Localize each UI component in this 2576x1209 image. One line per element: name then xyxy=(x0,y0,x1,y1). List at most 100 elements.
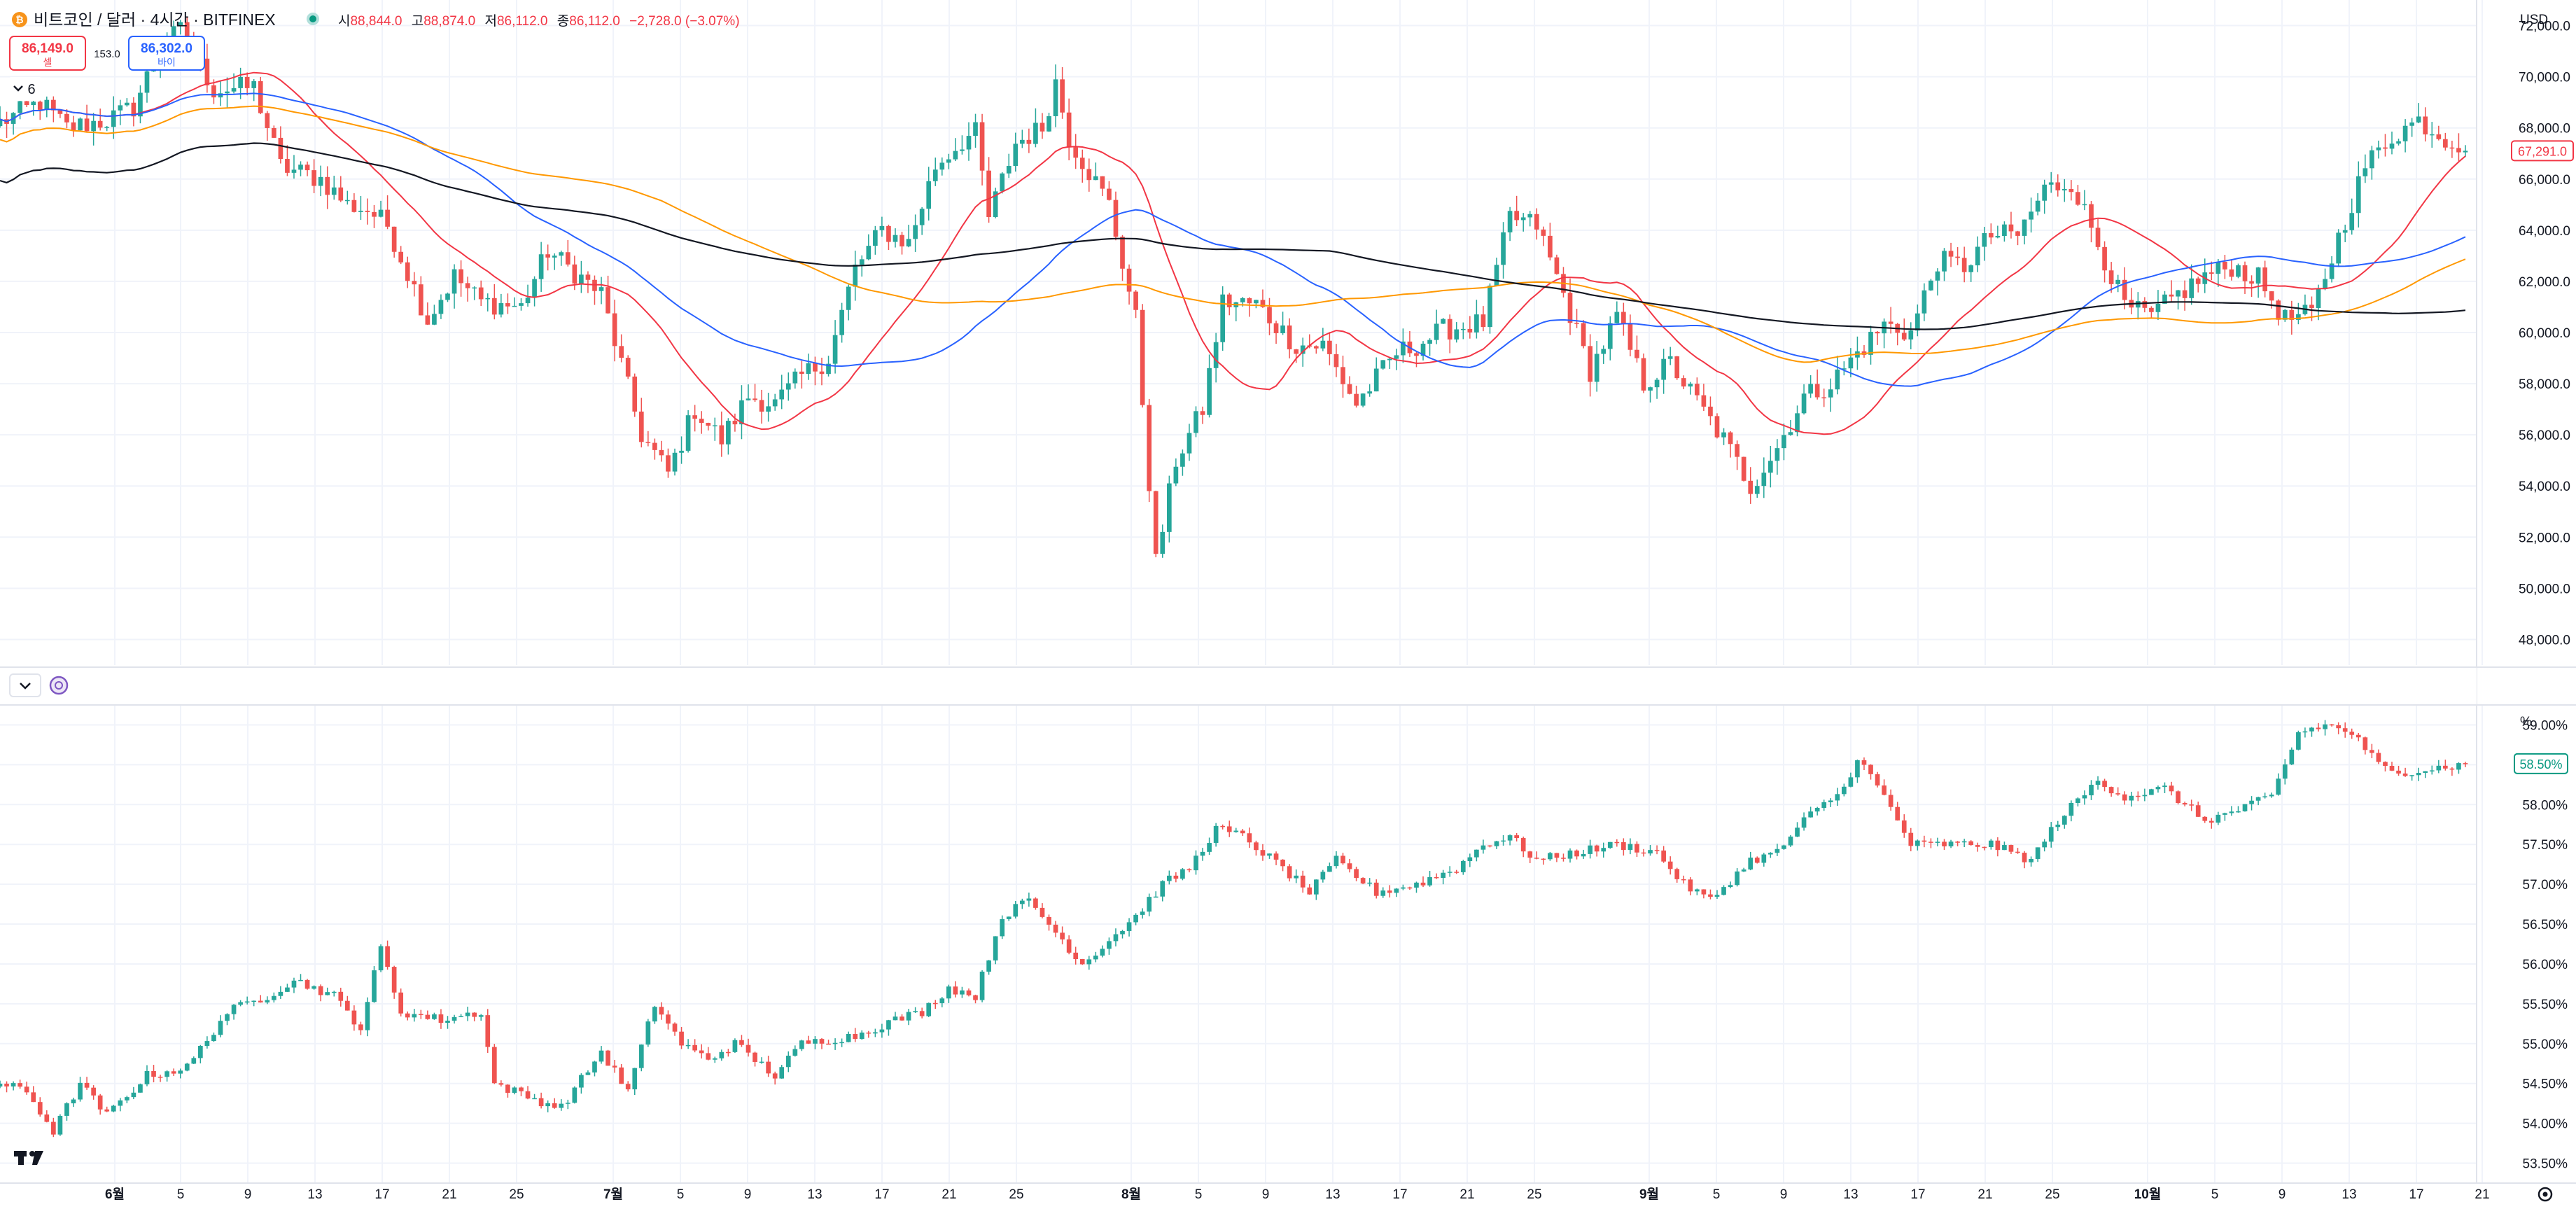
percent-tick-label: 59.00% xyxy=(2523,718,2568,733)
sub-candle-body xyxy=(2436,765,2442,771)
sub-pane-collapse-button[interactable] xyxy=(9,673,41,697)
sub-candle-body xyxy=(1153,896,1158,898)
sub-candle-body xyxy=(405,1013,410,1018)
time-tick-label: 17 xyxy=(874,1187,889,1202)
sub-candle-body xyxy=(926,1002,932,1016)
sub-candle-body xyxy=(1588,845,1592,854)
candle-body xyxy=(1714,416,1720,438)
sub-candle-body xyxy=(2383,762,2388,767)
sub-candle-body xyxy=(2463,763,2468,764)
candle-body xyxy=(104,127,110,128)
time-axis[interactable]: 6월 5 9 13 17 21 25 7월 5 9 13 17 21 25 8월 5 9 13 17 21 25 9월 5 9… xyxy=(105,1187,2490,1202)
price-tick-label: 72,000.0 xyxy=(2519,20,2570,34)
time-tick-label: 13 xyxy=(307,1187,322,1202)
candle-body xyxy=(331,187,337,195)
sub-candle-body xyxy=(191,1058,197,1064)
candle-body xyxy=(979,122,985,171)
sub-candle-body xyxy=(1173,875,1179,879)
candle-body xyxy=(2102,246,2107,271)
time-tick-label: 5 xyxy=(1195,1187,1203,1202)
candle-body xyxy=(1995,236,2001,238)
candle-body xyxy=(598,287,604,291)
sub-candle-body xyxy=(1387,890,1392,893)
candle-body xyxy=(1240,298,1245,302)
sub-candle-body xyxy=(1534,858,1539,859)
candle-body xyxy=(2423,116,2428,134)
sub-candle-body xyxy=(1194,855,1198,871)
percent-tick-label: 54.50% xyxy=(2523,1077,2568,1092)
sub-candle-body xyxy=(706,1053,711,1060)
sub-candle-body xyxy=(184,1063,190,1071)
indicators-toggle[interactable]: 6 xyxy=(8,77,42,101)
candle-body xyxy=(1708,406,1713,417)
candle-body xyxy=(2042,184,2047,201)
sub-candle-body xyxy=(1020,900,1025,904)
candle-body xyxy=(1835,369,1840,390)
candle-body xyxy=(1514,211,1519,221)
candle-body xyxy=(532,279,537,298)
sub-candle-body xyxy=(125,1097,130,1100)
candle-body xyxy=(1581,323,1586,347)
gear-icon[interactable] xyxy=(2538,1187,2553,1202)
sub-candle-body xyxy=(1307,887,1312,895)
candle-body xyxy=(1107,188,1112,200)
candle-body xyxy=(612,313,617,347)
candle-body xyxy=(1026,139,1032,144)
pane-separator[interactable] xyxy=(0,667,2477,705)
sub-candle-body xyxy=(1180,869,1185,879)
candle-body xyxy=(1821,397,1827,399)
sub-candle-body xyxy=(1968,841,1974,846)
candle-body xyxy=(2082,204,2087,206)
sub-candle-body xyxy=(1093,956,1098,960)
sub-candle-body xyxy=(1200,851,1205,856)
sub-candle-body xyxy=(2029,858,2033,862)
sub-candle-body xyxy=(24,1086,29,1093)
candle-body xyxy=(906,239,911,246)
candle-body xyxy=(111,110,116,127)
candle-body xyxy=(412,281,417,285)
sub-candle-body xyxy=(953,986,958,995)
sub-candle-body xyxy=(1882,785,1886,795)
sub-candle-body xyxy=(2089,785,2094,796)
sub-candle-body xyxy=(2362,737,2368,750)
buy-button[interactable]: 86,302.0 바이 xyxy=(128,36,205,71)
sub-candle-body xyxy=(1714,895,1720,897)
sub-candle-body xyxy=(772,1073,778,1079)
sub-candle-body xyxy=(813,1039,818,1044)
sub-candle-body xyxy=(1681,879,1686,881)
price-tick-label: 50,000.0 xyxy=(2519,582,2570,596)
symbol-legend[interactable]: ₿ 비트코인 / 달러 · 4시간 · BITFINEX 시88,844.0 고… xyxy=(12,11,740,29)
sub-candle-body xyxy=(1267,853,1272,856)
sub-candle-body xyxy=(418,1014,424,1016)
candle-body xyxy=(2236,265,2241,277)
sub-pane-sync-button[interactable] xyxy=(49,676,69,695)
price-axis[interactable]: 72,000.0 70,000.0 68,000.0 66,000.0 64,000.0… xyxy=(2519,20,2570,648)
sub-candle-body xyxy=(966,990,972,995)
sub-candle-body xyxy=(2409,775,2414,776)
market-open-dot-core xyxy=(309,15,316,22)
percent-tick-label: 56.50% xyxy=(2523,918,2568,932)
sell-button[interactable]: 86,149.0 셀 xyxy=(9,36,86,71)
sub-candle-body xyxy=(2336,725,2341,729)
candle-body xyxy=(939,162,945,170)
candle-body xyxy=(866,246,872,260)
sub-candle-body xyxy=(2202,816,2208,821)
candle-body xyxy=(1695,384,1700,396)
candle-body xyxy=(445,293,450,300)
sub-candle-body xyxy=(2015,851,2020,853)
candle-body xyxy=(886,225,891,242)
tradingview-logo-icon[interactable] xyxy=(14,1151,43,1165)
time-tick-label: 17 xyxy=(1910,1187,1925,1202)
sub-candle-body xyxy=(712,1058,718,1060)
candle-body xyxy=(238,76,243,88)
sub-candle-body xyxy=(438,1014,444,1023)
currency-label[interactable]: USD xyxy=(2520,13,2548,27)
low-value: 86,112.0 xyxy=(497,14,548,29)
sub-candle-body xyxy=(1066,939,1072,953)
candle-body xyxy=(1527,214,1533,218)
candle-body xyxy=(1207,368,1212,415)
candle-body xyxy=(1494,265,1499,286)
sub-candle-body xyxy=(1581,853,1586,857)
candle-body xyxy=(1160,531,1166,554)
